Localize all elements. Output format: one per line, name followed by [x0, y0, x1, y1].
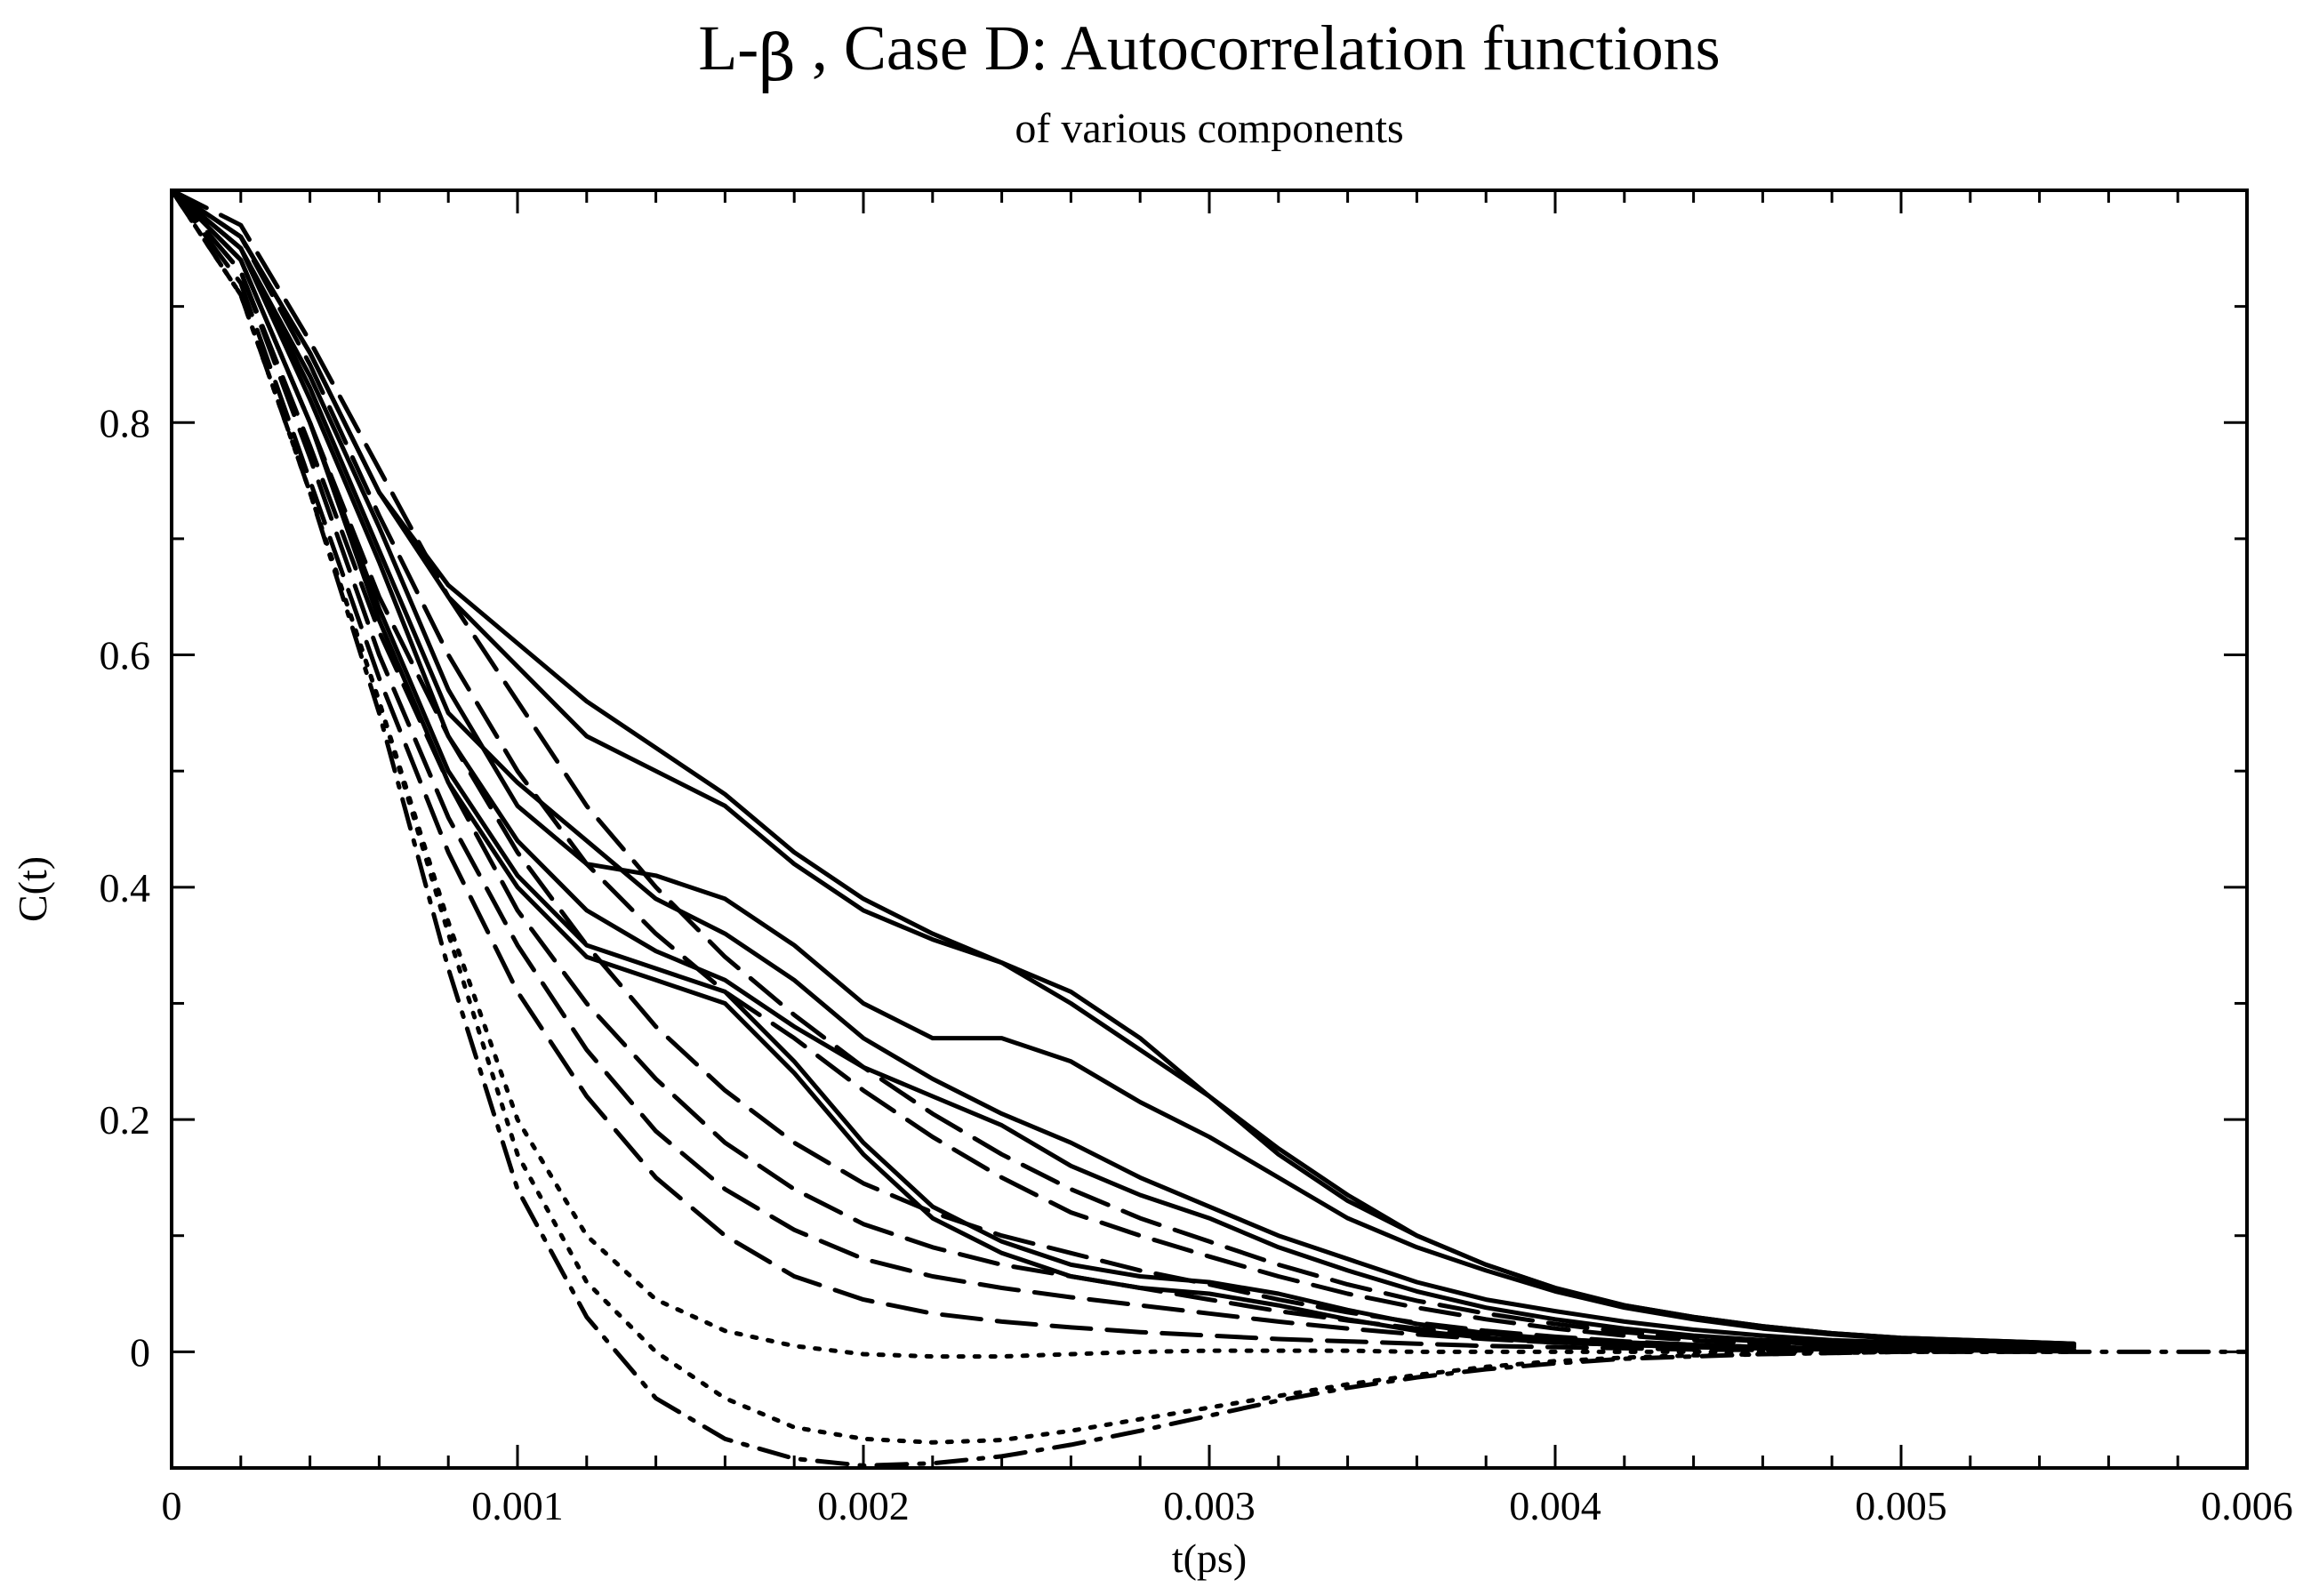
- series-line-16: [172, 190, 2247, 1468]
- chart-title-suffix: , Case D: Autocorrelation functions: [796, 12, 1721, 84]
- series-line-10: [172, 190, 2076, 1353]
- series-line-12: [172, 190, 2076, 1353]
- y-tick-label: 0.2: [100, 1097, 151, 1143]
- ticks-layer: [170, 188, 2249, 1470]
- series-line-14: [172, 190, 2076, 1359]
- x-tick-label: 0.003: [1163, 1483, 1256, 1528]
- x-tick-label: 0.004: [1509, 1483, 1601, 1528]
- series-layer: [172, 190, 2247, 1468]
- series-line-9: [172, 190, 2076, 1352]
- series-line-5: [172, 190, 2076, 1350]
- chart-subtitle: of various components: [1015, 105, 1403, 152]
- series-line-11: [172, 190, 2076, 1353]
- x-tick-label: 0: [162, 1483, 182, 1528]
- x-tick-label: 0.005: [1855, 1483, 1947, 1528]
- x-tick-label: 0.002: [817, 1483, 910, 1528]
- y-tick-label: 0.4: [100, 865, 151, 910]
- chart-title: L-β , Case D: Autocorrelation functions: [698, 12, 1720, 95]
- x-tick-label: 0.006: [2201, 1483, 2293, 1528]
- series-line-13: [172, 190, 2076, 1354]
- x-tick-label: 0.001: [471, 1483, 564, 1528]
- series-line-6: [172, 190, 2076, 1353]
- tick-labels-layer: 0 0.001 0.002 0.003 0.004 0.005 0.006 0 0.2 0.4 0.…: [100, 400, 2293, 1528]
- chart-title-symbol: β: [758, 20, 796, 95]
- chart-title-group: L-β , Case D: Autocorrelation functions …: [698, 12, 1720, 152]
- series-line-7: [172, 190, 2076, 1353]
- series-line-15: [172, 190, 2076, 1445]
- y-tick-label: 0.8: [100, 400, 151, 445]
- y-tick-label: 0.6: [100, 633, 151, 678]
- series-line-3: [172, 190, 2076, 1347]
- y-axis-label: C(t): [10, 856, 55, 922]
- series-line-8: [172, 190, 2076, 1352]
- series-line-2: [172, 190, 2076, 1346]
- plot-frame: [170, 188, 2249, 1470]
- y-tick-label: 0: [130, 1329, 150, 1375]
- chart-title-prefix: L-: [698, 12, 758, 84]
- series-line-4: [172, 190, 2076, 1349]
- x-axis-label: t(ps): [1172, 1536, 1247, 1581]
